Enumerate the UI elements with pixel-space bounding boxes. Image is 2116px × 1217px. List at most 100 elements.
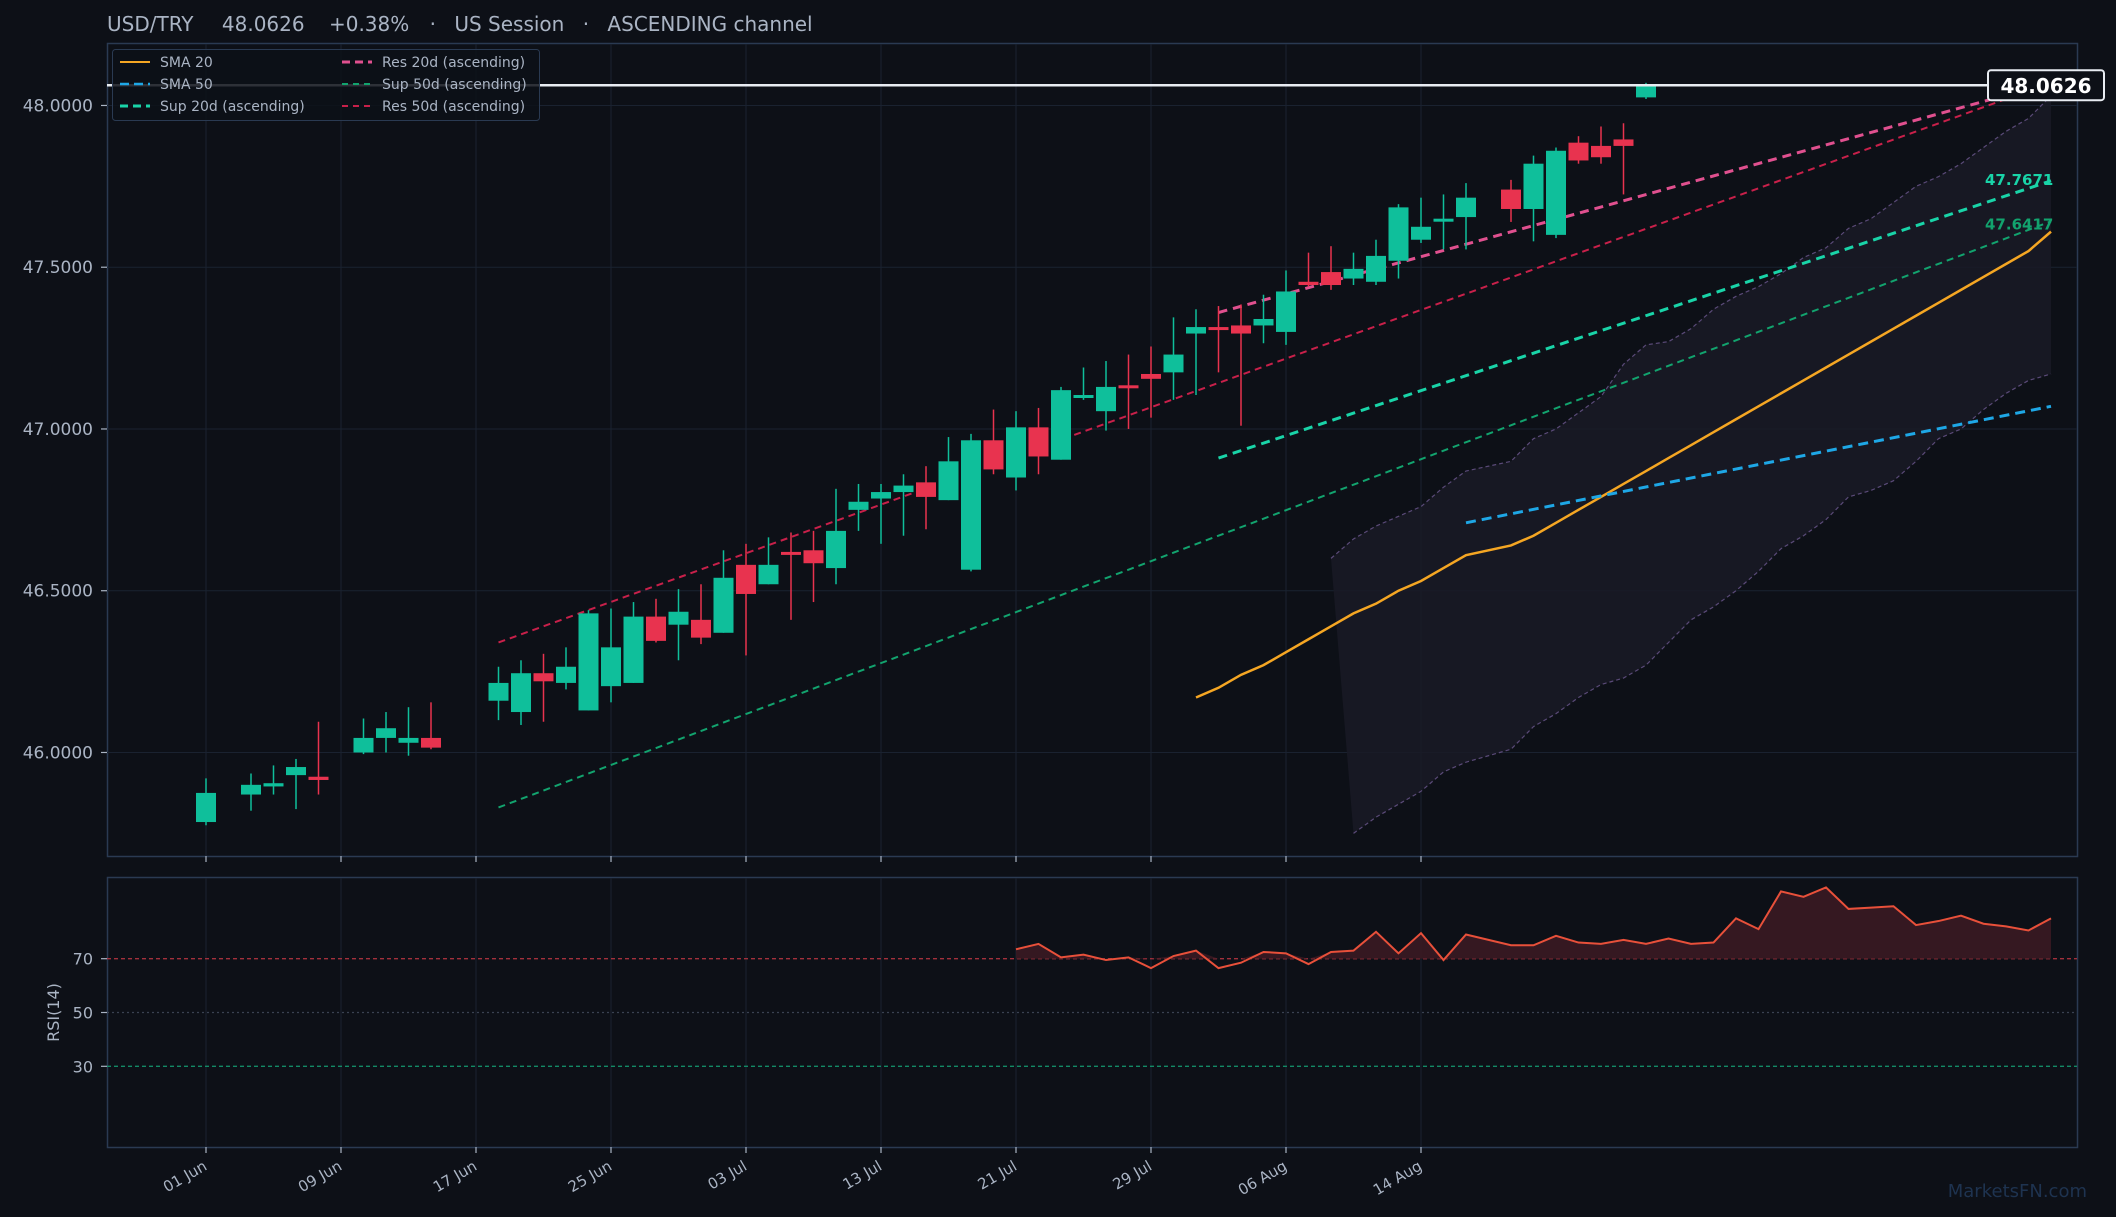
candle-body (353, 737, 374, 753)
candle-body (1456, 197, 1476, 218)
candle (1568, 136, 1589, 164)
legend-label-sma20: SMA 20 (160, 55, 213, 71)
candle (736, 543, 756, 656)
legend-label-res20: Res 20d (ascending) (382, 55, 525, 71)
candle-body (1411, 226, 1431, 240)
candle (1118, 354, 1139, 429)
candle-body (1186, 327, 1206, 334)
price-value: 48.0626 (222, 12, 305, 36)
legend: SMA 20 SMA 50 Sup 20d (ascending) Res 20… (112, 49, 540, 121)
candle-body (983, 440, 1004, 470)
candle (758, 537, 779, 585)
candle-body (1388, 207, 1409, 261)
candle-body (1546, 150, 1566, 235)
candle (623, 602, 644, 683)
y-tick-label: 48.0000 (23, 96, 93, 116)
candle-body (398, 737, 419, 743)
candle (1501, 179, 1521, 222)
symbol: USD/TRY (107, 12, 194, 36)
candle-body (1231, 325, 1251, 334)
rsi-tick-label: 30 (73, 1057, 93, 1076)
candle-body (736, 564, 756, 594)
separator: · (583, 12, 589, 36)
candle (376, 712, 396, 753)
candle-body (1051, 390, 1071, 460)
candle (308, 721, 329, 795)
candle (1298, 252, 1319, 287)
sma50-line (1465, 404, 2052, 525)
candle (1321, 246, 1341, 290)
support-50d-label: 47.6417 (1985, 215, 2053, 233)
candle (1546, 147, 1566, 239)
candle-body (623, 616, 644, 683)
candle (1141, 346, 1161, 418)
candle-body (1118, 385, 1139, 389)
channel-bands (1330, 95, 2052, 834)
pattern-label: ASCENDING channel (607, 12, 812, 36)
candle-body (1006, 427, 1026, 478)
candle (1388, 204, 1409, 279)
candle (803, 530, 824, 603)
candle (1051, 386, 1071, 460)
legend-label-sma50: SMA 50 (160, 77, 213, 93)
candle-body (646, 616, 666, 641)
legend-label-sup50: Sup 50d (ascending) (382, 77, 527, 93)
y-tick-label: 47.0000 (23, 420, 93, 440)
candle (1208, 306, 1229, 373)
price-tag (1987, 69, 2105, 102)
candle-body (556, 666, 576, 683)
candle (1523, 155, 1544, 242)
candle-body (1366, 255, 1386, 282)
candle (713, 550, 734, 633)
rsi-line (1015, 886, 2052, 970)
candle-body (1141, 373, 1161, 379)
candle-body (1208, 327, 1229, 331)
candle (1613, 123, 1634, 195)
candle-body (781, 551, 801, 555)
candle (691, 584, 711, 645)
candle (1231, 304, 1251, 426)
candle-body (1321, 272, 1341, 286)
candle (286, 758, 306, 810)
candle-body (871, 492, 891, 499)
candle (938, 437, 959, 501)
rsi-axis-label: RSI(14) (44, 983, 63, 1042)
candle (556, 647, 576, 690)
candle (848, 483, 869, 531)
rsi-tick-label: 50 (73, 1004, 93, 1023)
candle-body (376, 728, 396, 738)
rsi-tick-label: 70 (73, 950, 93, 969)
candle (398, 707, 419, 756)
candle (353, 718, 374, 755)
candle (196, 778, 216, 826)
separator: · (430, 12, 436, 36)
sma20-line (1195, 230, 2052, 699)
candle (781, 532, 801, 620)
candle-body (1636, 85, 1656, 98)
legend-label-res50: Res 50d (ascending) (382, 99, 525, 115)
candle-body (1613, 139, 1634, 146)
y-tick-label: 47.5000 (23, 258, 93, 278)
rsi-overbought-fill (1016, 887, 2051, 959)
candle (1028, 407, 1049, 475)
candle (1006, 411, 1026, 491)
candle-body (578, 613, 599, 711)
candle-body (1298, 281, 1319, 286)
candle (1591, 126, 1611, 164)
candle (578, 610, 599, 711)
chart-title: USD/TRY 48.0626 +0.38% · US Session · AS… (107, 12, 813, 36)
legend-box (112, 49, 540, 121)
band-fill (1331, 95, 2051, 834)
candle-body (286, 767, 306, 776)
candle-body (1433, 218, 1454, 222)
candle-body (533, 673, 554, 682)
candle (871, 483, 891, 544)
candle (1343, 252, 1364, 286)
candle-body (961, 440, 981, 570)
candle-body (826, 530, 846, 569)
candle-body (601, 647, 621, 687)
candle (1411, 197, 1431, 243)
candle-body (241, 784, 261, 795)
